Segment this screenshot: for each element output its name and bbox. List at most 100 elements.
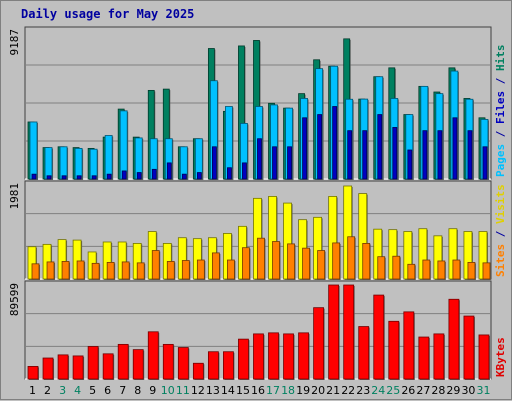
- bar-kbytes-day-24: [373, 294, 385, 380]
- bar-sites-day-22: [347, 236, 356, 280]
- bar-pages-day-24: [377, 114, 383, 180]
- bar-pages-day-6: [106, 173, 112, 180]
- bar-kbytes-day-27: [418, 336, 430, 380]
- bar-sites-day-16: [257, 237, 265, 280]
- x-label-day-26: 26: [401, 384, 415, 397]
- bar-pages-day-14: [227, 167, 232, 180]
- bar-pages-day-30: [467, 130, 473, 180]
- bar-sites-day-12: [196, 259, 205, 280]
- legend-: /: [494, 124, 507, 144]
- x-label-day-14: 14: [221, 384, 235, 397]
- bar-sites-day-6: [106, 261, 115, 280]
- bar-kbytes-day-4: [72, 355, 84, 380]
- bar-kbytes-day-19: [298, 332, 309, 380]
- bar-sites-day-21: [332, 242, 341, 280]
- x-label-day-31: 31: [476, 384, 490, 397]
- bar-kbytes-day-13: [207, 351, 219, 380]
- bar-pages-day-25: [392, 127, 398, 180]
- bar-kbytes-day-22: [343, 284, 355, 380]
- legend-visits: Visits: [494, 184, 507, 224]
- x-label-day-24: 24: [371, 384, 385, 397]
- bar-files-day-2: [44, 147, 53, 180]
- x-label-day-19: 19: [296, 384, 310, 397]
- bar-kbytes-day-20: [313, 307, 325, 380]
- bar-kbytes-day-31: [478, 334, 490, 380]
- bar-kbytes-day-1: [27, 366, 39, 380]
- bar-kbytes-day-28: [433, 333, 445, 380]
- bar-kbytes-day-26: [403, 311, 415, 380]
- bar-sites-day-8: [136, 262, 145, 280]
- bar-sites-day-27: [422, 259, 431, 280]
- bar-pages-day-8: [136, 172, 142, 180]
- bar-files-day-5: [89, 148, 98, 180]
- bar-kbytes-day-8: [132, 349, 144, 380]
- bar-files-day-7: [119, 110, 128, 180]
- bar-sites-day-5: [91, 262, 100, 280]
- panel-middle-legend: Sites / Visits: [494, 184, 507, 277]
- bar-sites-day-7: [121, 261, 130, 280]
- x-label-day-28: 28: [431, 384, 445, 397]
- bar-pages-day-5: [91, 175, 97, 180]
- bar-pages-day-4: [76, 175, 82, 180]
- panel-bottom-ymax-label: 89599: [8, 283, 21, 316]
- bar-sites-day-24: [377, 256, 386, 280]
- bar-pages-day-22: [347, 130, 353, 180]
- bar-kbytes-day-5: [87, 346, 99, 380]
- bar-pages-day-2: [46, 175, 52, 180]
- x-label-day-12: 12: [191, 384, 205, 397]
- legend-: /: [494, 71, 507, 91]
- x-label-day-13: 13: [206, 384, 220, 397]
- bar-sites-day-26: [407, 263, 416, 280]
- bar-sites-day-29: [452, 259, 461, 280]
- bar-kbytes-day-30: [463, 315, 475, 380]
- legend-pages: Pages: [494, 144, 507, 177]
- bar-kbytes-day-7: [117, 343, 129, 380]
- bar-pages-day-9: [151, 168, 157, 180]
- bar-sites-day-19: [302, 247, 310, 280]
- bar-kbytes-day-6: [102, 353, 114, 380]
- bar-sites-day-4: [76, 260, 85, 280]
- x-label-day-9: 9: [149, 384, 156, 397]
- x-label-day-18: 18: [281, 384, 295, 397]
- bar-sites-day-3: [61, 261, 70, 280]
- bar-pages-day-13: [211, 146, 217, 180]
- bar-sites-day-28: [437, 260, 446, 280]
- panel-top-ymax-label: 9187: [8, 29, 21, 56]
- legend-kbytes: KBytes: [494, 337, 507, 377]
- bar-files-day-4: [74, 147, 83, 180]
- bar-kbytes-day-23: [358, 326, 370, 380]
- bar-kbytes-day-25: [388, 320, 400, 380]
- bar-kbytes-day-16: [253, 333, 264, 380]
- x-label-day-2: 2: [44, 384, 51, 397]
- bar-sites-day-30: [467, 261, 476, 280]
- bar-pages-day-18: [287, 146, 292, 180]
- bar-pages-day-3: [61, 175, 67, 180]
- bar-kbytes-day-9: [147, 331, 159, 380]
- bar-kbytes-day-29: [448, 298, 460, 380]
- bar-kbytes-day-2: [42, 357, 54, 380]
- x-label-day-11: 11: [176, 384, 190, 397]
- chart-title: Daily usage for May 2025: [21, 7, 194, 21]
- bar-pages-day-21: [332, 106, 338, 180]
- x-label-day-27: 27: [416, 384, 430, 397]
- bar-sites-day-10: [166, 261, 175, 280]
- legend-hits: Hits: [494, 45, 507, 72]
- x-label-day-17: 17: [266, 384, 280, 397]
- bar-pages-day-20: [317, 114, 323, 180]
- bar-pages-day-17: [272, 146, 277, 180]
- panel-middle-ymax-label: 1981: [8, 183, 21, 210]
- x-label-day-20: 20: [311, 384, 325, 397]
- legend-files: Files: [494, 91, 507, 124]
- bar-sites-day-13: [211, 252, 220, 280]
- bar-kbytes-day-12: [192, 362, 204, 380]
- bar-kbytes-day-10: [162, 343, 174, 380]
- bar-pages-day-7: [121, 170, 127, 180]
- x-label-day-8: 8: [134, 384, 141, 397]
- bar-sites-day-14: [227, 259, 235, 280]
- bar-sites-day-17: [272, 241, 280, 280]
- bar-sites-day-9: [151, 250, 160, 280]
- x-label-day-30: 30: [461, 384, 475, 397]
- bar-pages-day-29: [452, 117, 458, 180]
- x-label-day-3: 3: [59, 384, 66, 397]
